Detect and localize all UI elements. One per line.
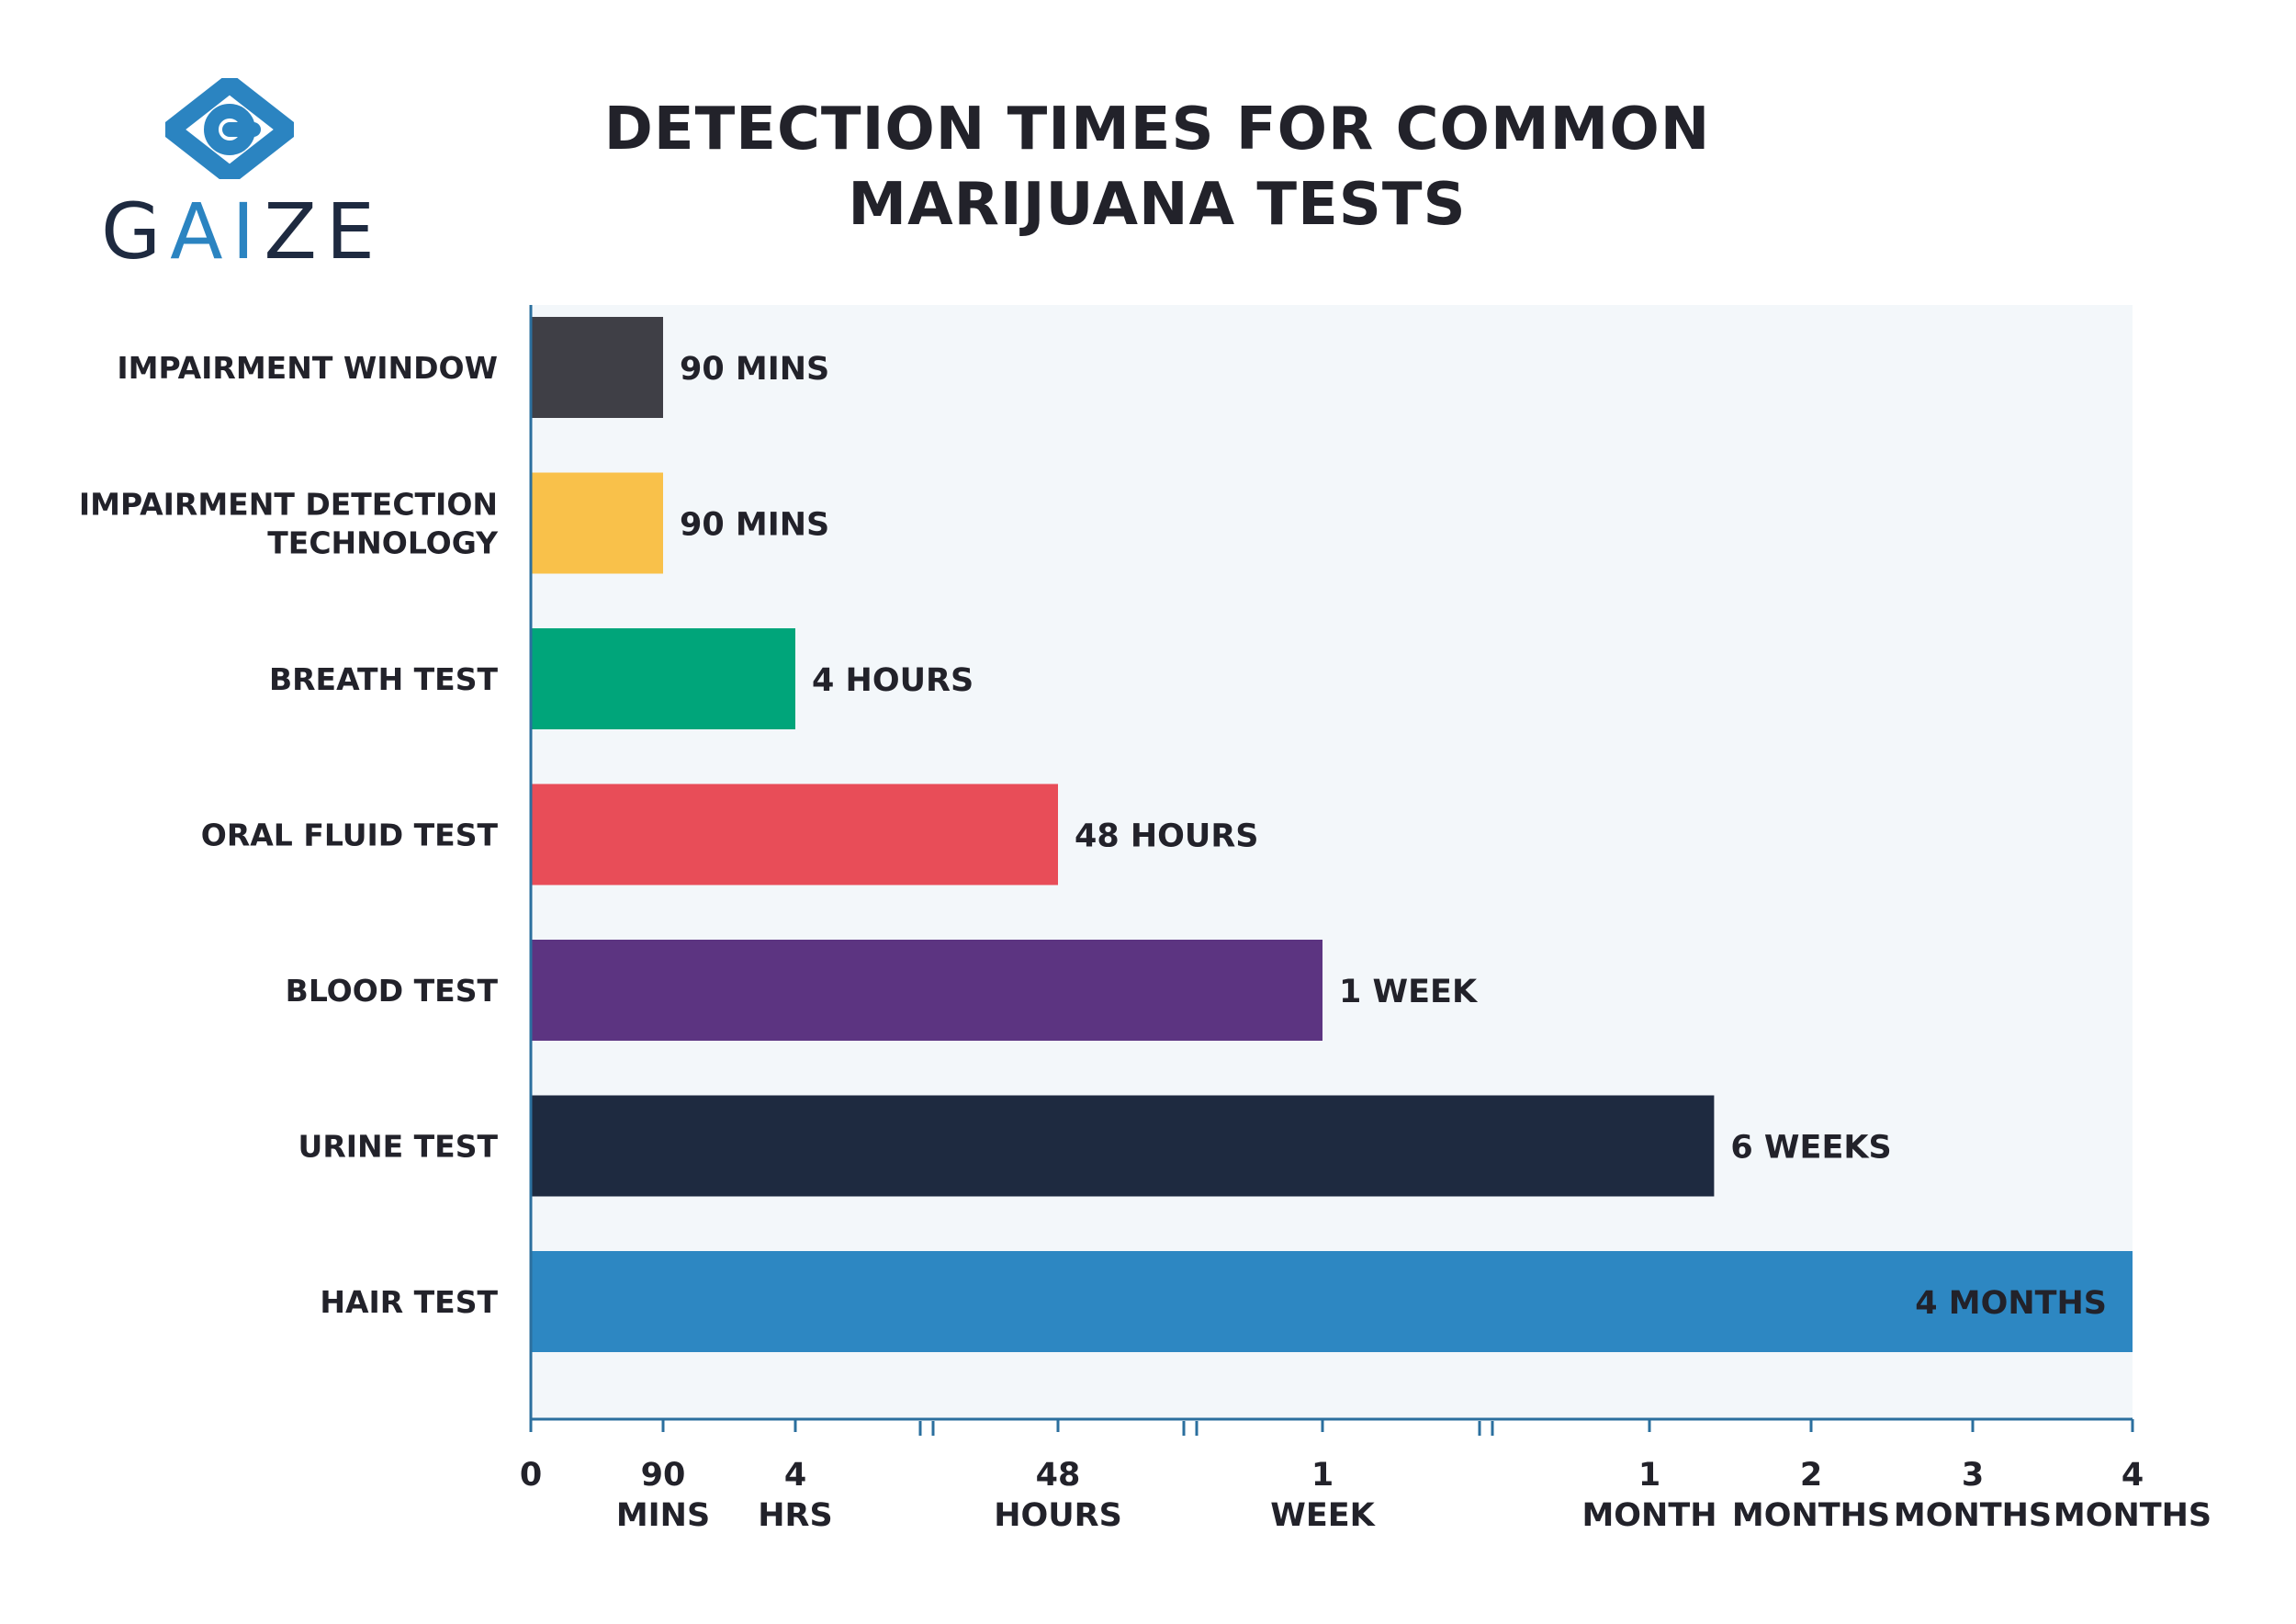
bar-3 [531, 628, 795, 729]
chart-title-line-1: DETECTION TIMES FOR COMMON [603, 96, 1711, 164]
bar-1 [531, 317, 663, 418]
category-label-2: IMPAIRMENT DETECTION TECHNOLOGY [79, 487, 499, 561]
brand-part-3: ZE [264, 186, 384, 276]
value-label-6: 6 WEEKS [1730, 1130, 1891, 1167]
brand-part-1: G [101, 186, 171, 276]
bar-6 [531, 1095, 1715, 1197]
bar-2 [531, 472, 663, 574]
x-tick-label-9: 4 MONTHS [2054, 1457, 2212, 1534]
category-label-1: IMPAIRMENT WINDOW [117, 350, 498, 386]
x-tick-label-6: 1 MONTH [1581, 1457, 1716, 1534]
category-label-5: BLOOD TEST [286, 973, 499, 1009]
x-tick-label-5: 1 WEEK [1270, 1457, 1376, 1534]
x-tick-label-7: 2 MONTHS [1732, 1457, 1890, 1534]
value-label-3: 4 HOURS [812, 662, 974, 699]
value-label-5: 1 WEEK [1339, 974, 1479, 1010]
x-tick-label-8: 3 MONTHS [1894, 1457, 2052, 1534]
value-label-2: 90 MINS [680, 507, 829, 544]
category-label-3: BREATH TEST [269, 661, 499, 697]
brand-wordmark: GAIZE [101, 186, 375, 276]
bar-4 [531, 784, 1058, 885]
brand-logo: GAIZE [101, 78, 375, 276]
value-label-4: 48 HOURS [1075, 818, 1259, 855]
bar-5 [531, 940, 1322, 1041]
bar-7 [531, 1251, 2133, 1352]
x-tick-label-1: 0 [520, 1457, 542, 1494]
value-label-1: 90 MINS [680, 351, 829, 388]
eye-logo-icon [165, 78, 294, 179]
category-label-4: ORAL FLUID TEST [201, 818, 499, 853]
category-label-7: HAIR TEST [320, 1284, 498, 1320]
x-tick-label-3: 4 HRS [758, 1457, 832, 1534]
value-label-7: 4 MONTHS [1915, 1285, 2107, 1322]
category-label-6: URINE TEST [298, 1129, 499, 1165]
chart-title-line-2: MARIJUANA TESTS [848, 171, 1467, 239]
chart-title: DETECTION TIMES FOR COMMON MARIJUANA TES… [514, 92, 1800, 242]
x-tick-label-4: 48 HOURS [994, 1457, 1122, 1534]
x-tick-label-2: 90 MINS [616, 1457, 710, 1534]
brand-part-2: AI [170, 186, 264, 276]
